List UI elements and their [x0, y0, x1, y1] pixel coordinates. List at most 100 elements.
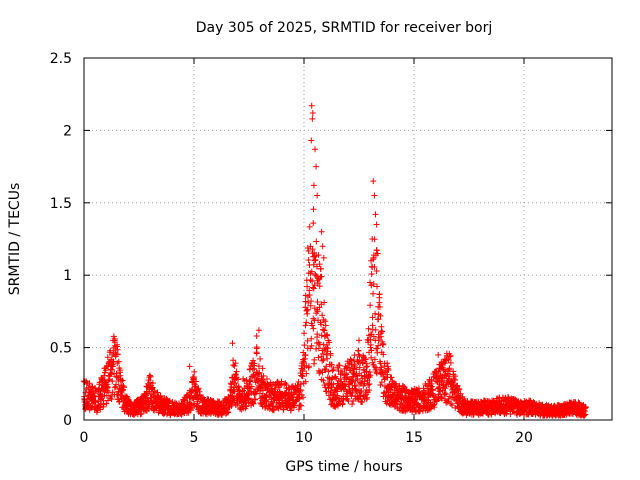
data-point: [319, 312, 326, 319]
data-point: [372, 310, 379, 317]
data-point: [348, 361, 355, 368]
data-point: [223, 410, 230, 417]
data-point: [442, 391, 449, 398]
data-point: [271, 407, 278, 414]
data-point: [321, 299, 328, 306]
data-point: [104, 354, 111, 361]
data-point: [257, 355, 264, 362]
data-point: [252, 389, 259, 396]
data-point: [447, 352, 454, 359]
data-point: [110, 358, 117, 365]
data-point: [319, 369, 326, 376]
data-point: [367, 302, 374, 309]
data-point: [311, 305, 318, 312]
data-point: [306, 223, 313, 230]
data-point: [111, 335, 118, 342]
data-point: [311, 282, 318, 289]
data-point: [316, 370, 323, 377]
data-point: [436, 365, 443, 372]
data-point: [398, 400, 405, 407]
data-point: [114, 341, 120, 348]
data-point: [318, 321, 325, 328]
y-tick-label: 0.5: [50, 341, 72, 357]
data-point: [146, 372, 153, 379]
data-point: [371, 356, 378, 363]
data-point: [102, 367, 109, 374]
data-point: [194, 400, 201, 407]
data-point: [378, 364, 385, 371]
data-point: [260, 372, 267, 379]
data-point: [369, 314, 376, 321]
data-point: [255, 370, 262, 377]
data-point: [378, 330, 384, 337]
data-point: [253, 344, 260, 351]
data-point: [401, 384, 408, 391]
data-point: [231, 362, 238, 369]
data-point: [582, 403, 589, 410]
data-point: [370, 333, 377, 340]
data-point: [270, 399, 277, 406]
y-axis-title: SRMTID / TECUs: [7, 183, 23, 296]
data-point: [384, 360, 391, 367]
data-point: [101, 378, 108, 385]
data-point: [302, 378, 309, 385]
data-point: [118, 378, 125, 385]
data-point: [287, 407, 294, 414]
data-point: [84, 401, 91, 408]
data-point: [85, 392, 92, 399]
data-point: [358, 372, 365, 379]
data-point: [319, 243, 326, 250]
data-point: [349, 401, 356, 408]
data-point: [245, 395, 252, 402]
data-point: [186, 363, 193, 370]
data-point: [352, 382, 359, 389]
data-point: [336, 395, 343, 402]
data-point: [428, 377, 435, 384]
data-point: [366, 380, 373, 387]
data-point: [364, 394, 371, 401]
data-point: [312, 271, 319, 278]
data-point: [301, 342, 308, 349]
data-point: [379, 328, 386, 335]
data-point: [147, 379, 154, 386]
data-point: [121, 384, 128, 391]
data-point: [456, 385, 463, 392]
data-point: [259, 365, 266, 372]
data-point: [104, 383, 111, 390]
data-point: [318, 273, 325, 280]
data-point: [311, 356, 318, 363]
data-point: [109, 366, 116, 373]
data-point: [366, 369, 373, 376]
data-point: [280, 406, 287, 413]
data-point: [365, 325, 372, 332]
data-point: [308, 335, 315, 342]
data-point: [312, 256, 319, 263]
data-point: [377, 382, 384, 389]
data-point: [355, 347, 362, 354]
data-point: [330, 381, 337, 388]
data-point: [249, 400, 256, 407]
data-point: [303, 307, 310, 314]
data-point: [324, 332, 331, 339]
data-point: [368, 354, 375, 361]
data-point: [191, 384, 198, 391]
data-point: [306, 291, 313, 298]
data-point: [441, 356, 448, 363]
data-point: [301, 330, 308, 337]
data-point: [307, 277, 314, 284]
data-point: [402, 387, 409, 394]
data-point: [114, 351, 121, 358]
data-point: [291, 402, 298, 409]
data-point: [248, 383, 255, 390]
data-point: [107, 393, 114, 400]
data-point: [251, 365, 258, 372]
data-point: [374, 345, 381, 352]
data-point: [373, 365, 380, 372]
data-point: [359, 398, 366, 405]
data-point: [235, 383, 242, 390]
data-point: [315, 345, 322, 352]
data-point: [366, 387, 373, 394]
data-point: [260, 387, 267, 394]
data-point: [348, 392, 355, 399]
data-point: [308, 298, 315, 305]
